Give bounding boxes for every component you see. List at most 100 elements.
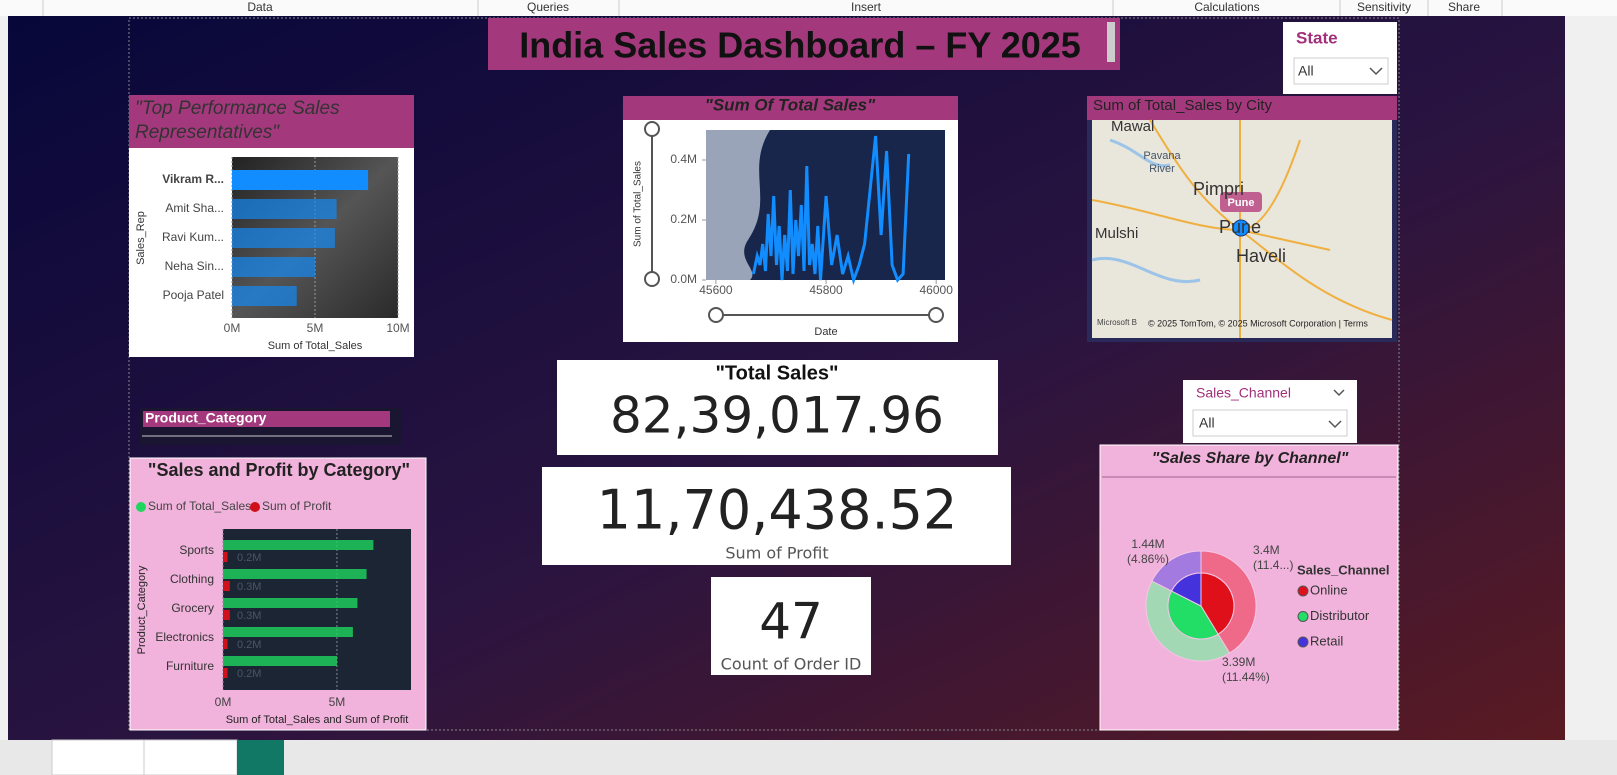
- bar: [223, 540, 374, 550]
- legend-swatch: [1297, 636, 1309, 648]
- slice: [1167, 590, 1219, 640]
- page-tab[interactable]: [237, 740, 284, 775]
- ribbon: [0, 0, 1617, 16]
- y-tick-label: Sports: [179, 543, 214, 557]
- y-tick-label: Amit Sha...: [165, 201, 224, 215]
- x-tick-label: 10M: [386, 321, 409, 335]
- y-tick-label: Neha Sin...: [165, 259, 224, 273]
- bar: [223, 639, 228, 649]
- map-river: [1091, 138, 1201, 284]
- chart-title: "Sum Of Total Sales": [705, 95, 876, 114]
- ribbon-tab[interactable]: Data: [247, 0, 273, 14]
- tooltip-label: Pune: [1228, 197, 1255, 209]
- y-tick-label: Furniture: [166, 659, 214, 673]
- map-label: Mawal: [1111, 118, 1154, 135]
- x-tick-label: 5M: [307, 321, 324, 335]
- x-tick-label: 46000: [920, 283, 954, 297]
- bar: [232, 199, 337, 219]
- legend-swatch: [1297, 585, 1309, 597]
- card: [542, 467, 1011, 565]
- legend-title: Sales_Channel: [1297, 562, 1390, 577]
- copyright: © 2025 TomTom, © 2025 Microsoft Corporat…: [1148, 318, 1368, 328]
- slider-handle[interactable]: [644, 121, 660, 137]
- bar: [232, 228, 335, 248]
- map-label: Pimpri: [1193, 179, 1244, 199]
- slicer-value: All: [1199, 415, 1215, 431]
- title: India Sales Dashboard – FY 2025: [519, 25, 1081, 66]
- y-tick-label: Grocery: [171, 601, 214, 615]
- chart-title: "Sales and Profit by Category": [148, 460, 410, 480]
- data-label: 3.39M: [1222, 655, 1255, 669]
- bar: [232, 170, 369, 190]
- y-axis-label: Sum of Total_Sales: [633, 161, 644, 247]
- map-bubble[interactable]: [1232, 219, 1250, 237]
- slider-handle[interactable]: [928, 307, 944, 323]
- page-tab[interactable]: [143, 739, 238, 775]
- card-label: Count of Order ID: [721, 655, 862, 674]
- data-label: (11.4...): [1253, 558, 1293, 572]
- y-tick-label: 0.2M: [670, 212, 697, 226]
- title-wrap: "Top Performance Sales Representatives": [135, 98, 340, 143]
- slider-handle[interactable]: [708, 307, 724, 323]
- card: [557, 360, 998, 455]
- y-axis-label: Sales_Rep: [135, 211, 147, 265]
- bar: [223, 569, 367, 579]
- dropdown[interactable]: [1192, 409, 1348, 437]
- card-value: 82,39,017.96: [610, 387, 944, 445]
- x-tick-label: 0M: [215, 695, 232, 709]
- chevron[interactable]: [1333, 389, 1345, 397]
- slider-handle[interactable]: [644, 271, 660, 287]
- y-tick-label: Clothing: [170, 572, 214, 586]
- scrollbar: [1107, 22, 1115, 62]
- ribbon-tab[interactable]: Sensitivity: [1357, 0, 1411, 14]
- plot-shade: [706, 130, 770, 280]
- page-tab[interactable]: [51, 739, 145, 775]
- slicer-title: State: [1296, 28, 1338, 47]
- slicer-title: Sales_Channel: [1196, 385, 1291, 401]
- panel-header: [129, 95, 414, 148]
- y-tick-label: Vikram R...: [162, 172, 224, 186]
- river-label: Pavana River: [1143, 150, 1181, 175]
- data-label: 0.3M: [237, 610, 261, 622]
- data-label: (11.44%): [1222, 670, 1270, 684]
- panel-header: [623, 96, 958, 120]
- bar: [223, 581, 230, 591]
- x-tick-label: 0M: [224, 321, 241, 335]
- map-label: Haveli: [1236, 246, 1286, 266]
- card-value: 11,70,438.52: [597, 479, 958, 542]
- slicer-header: [143, 411, 390, 427]
- slicer-title: Product_Category: [145, 410, 267, 426]
- ribbon-tab[interactable]: Calculations: [1194, 0, 1259, 14]
- x-tick-label: 45800: [809, 283, 843, 297]
- card-title: "Total Sales": [715, 362, 838, 384]
- map-tooltip: [1220, 192, 1262, 212]
- data-label: 3.4M: [1253, 543, 1280, 557]
- x-axis-label: Date: [814, 326, 837, 338]
- data-label: (4.86%): [1127, 552, 1169, 566]
- title-box: [488, 18, 1120, 70]
- x-tick-label: 45600: [699, 283, 733, 297]
- y-tick-label: 0.0M: [670, 272, 697, 286]
- x-tick-label: 5M: [329, 695, 346, 709]
- chart-title: "Sales Share by Channel": [1152, 450, 1349, 467]
- legend-label: Sum of Profit: [262, 499, 332, 513]
- card: [711, 577, 871, 675]
- y-tick-label: Ravi Kum...: [162, 230, 224, 244]
- y-tick-label: Pooja Patel: [163, 288, 224, 302]
- map-label: Pune: [1219, 217, 1261, 237]
- legend-label: Retail: [1310, 633, 1343, 648]
- legend-swatch: [250, 502, 260, 512]
- panel-header: [1087, 96, 1397, 120]
- data-label: 0.3M: [237, 581, 261, 593]
- y-tick-label: 0.4M: [670, 152, 697, 166]
- data-label: 0.2M: [237, 639, 261, 651]
- ribbon-tab[interactable]: Insert: [851, 0, 882, 14]
- ribbon-tab[interactable]: Share: [1448, 0, 1480, 14]
- card-value: 47: [759, 593, 823, 651]
- label-wrap: Pavana River: [1143, 150, 1181, 175]
- data-label: 0.2M: [237, 668, 261, 680]
- ribbon-tab[interactable]: Queries: [527, 0, 569, 14]
- attribution: Microsoft B: [1097, 318, 1137, 327]
